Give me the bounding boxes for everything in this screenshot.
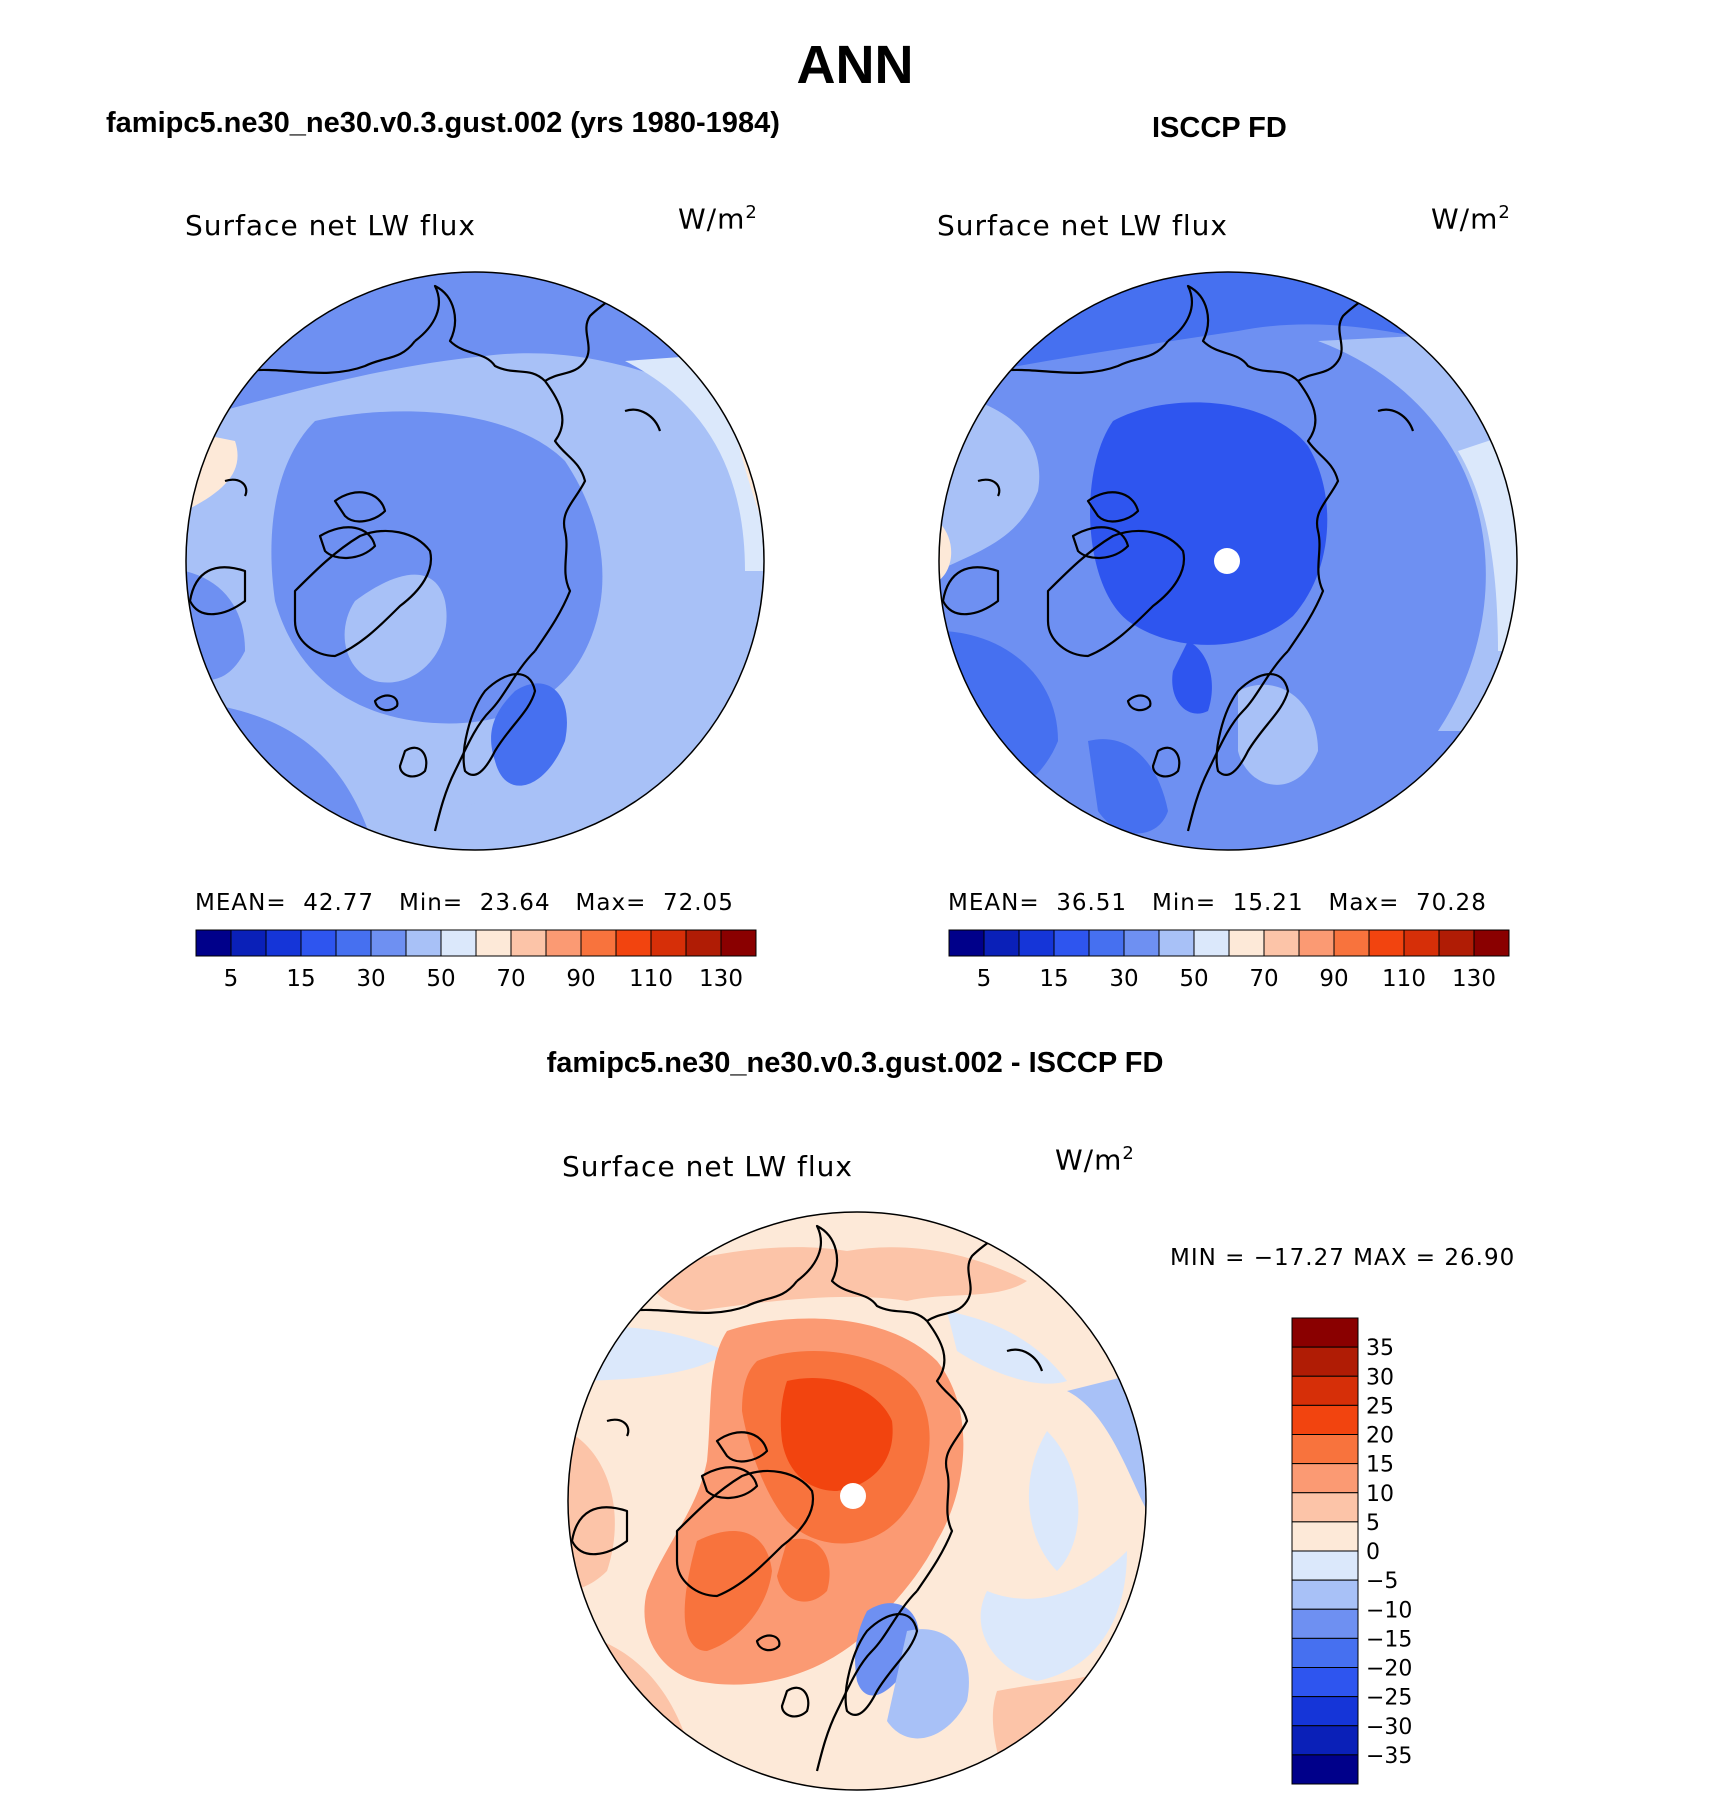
difference-colorbar-label: −10 xyxy=(1366,1598,1412,1623)
main-title: ANN xyxy=(796,35,914,95)
panel1-polar-map xyxy=(185,271,765,851)
panel1-colorbar-label: 70 xyxy=(496,966,525,992)
panel2-colorbar-box xyxy=(983,929,1020,957)
panel1-variable: Surface net LW flux xyxy=(185,209,476,242)
panel1-title: famipc5.ne30_ne30.v0.3.gust.002 (yrs 198… xyxy=(106,107,780,139)
difference-polar-map xyxy=(567,1211,1147,1791)
panel2-title: ISCCP FD xyxy=(1152,112,1287,144)
panel2-colorbar-label: 15 xyxy=(1039,966,1068,992)
difference-colorbar-box xyxy=(1291,1317,1359,1348)
panel2-colorbar-box xyxy=(1263,929,1300,957)
panel1-colorbar: 5 15 30 50 70 90 110 130 xyxy=(195,929,757,992)
difference-colorbar-box xyxy=(1291,1550,1359,1581)
difference-colorbar-label: 35 xyxy=(1366,1336,1394,1361)
difference-minmax: MIN = −17.27 MAX = 26.90 xyxy=(1170,1245,1516,1271)
panel2-colorbar-box xyxy=(1158,929,1195,957)
panel1-stats: MEAN= 42.77 Min= 23.64 Max= 72.05 xyxy=(195,890,734,916)
panel1-colorbar-box xyxy=(370,929,407,957)
difference-colorbar-box xyxy=(1291,1346,1359,1377)
panel2-colorbar-box xyxy=(1193,929,1230,957)
panel2-colorbar-box xyxy=(1123,929,1160,957)
panel2-colorbar-box xyxy=(1053,929,1090,957)
difference-colorbar-label: 30 xyxy=(1366,1365,1394,1390)
panel1-colorbar-box xyxy=(580,929,617,957)
panel2-colorbar-label: 5 xyxy=(977,966,992,992)
difference-colorbar: 35 30 25 20 15 10 5 0 −5 −10 −15 −20 −25 −30 −35 xyxy=(1291,1317,1412,1785)
panel1-colorbar-label: 30 xyxy=(356,966,385,992)
panel2-colorbar-box xyxy=(1018,929,1055,957)
panel1-colorbar-box xyxy=(300,929,337,957)
difference-colorbar-label: 5 xyxy=(1366,1511,1380,1536)
panel2-colorbar-box xyxy=(1368,929,1405,957)
panel1-colorbar-box xyxy=(195,929,232,957)
difference-colorbar-label: −35 xyxy=(1366,1744,1412,1769)
difference-colorbar-box xyxy=(1291,1637,1359,1668)
difference-colorbar-box xyxy=(1291,1696,1359,1727)
panel2-colorbar-box xyxy=(1473,929,1510,957)
difference-colorbar-label: −25 xyxy=(1366,1686,1412,1711)
difference-colorbar-box xyxy=(1291,1754,1359,1785)
panel1-colorbar-box xyxy=(440,929,477,957)
panel1-colorbar-label: 5 xyxy=(224,966,239,992)
panel1-colorbar-box xyxy=(615,929,652,957)
panel2-stats: MEAN= 36.51 Min= 15.21 Max= 70.28 xyxy=(948,890,1487,916)
difference-colorbar-box xyxy=(1291,1521,1359,1552)
panel1-colorbar-box xyxy=(230,929,267,957)
difference-colorbar-label: 10 xyxy=(1366,1482,1394,1507)
panel1-colorbar-box xyxy=(510,929,547,957)
panel2-colorbar-box xyxy=(1403,929,1440,957)
panel2-colorbar-box xyxy=(1228,929,1265,957)
difference-colorbar-label: 0 xyxy=(1366,1540,1380,1565)
panel1-colorbar-box xyxy=(405,929,442,957)
difference-colorbar-box xyxy=(1291,1667,1359,1698)
difference-colorbar-label: 20 xyxy=(1366,1424,1394,1449)
difference-colorbar-box xyxy=(1291,1434,1359,1465)
difference-colorbar-label: −15 xyxy=(1366,1627,1412,1652)
panel2-colorbar-label: 110 xyxy=(1382,966,1426,992)
difference-colorbar-box xyxy=(1291,1463,1359,1494)
panel1-colorbar-label: 15 xyxy=(286,966,315,992)
difference-colorbar-label: −20 xyxy=(1366,1657,1412,1682)
difference-colorbar-label: 15 xyxy=(1366,1453,1394,1478)
panel2-colorbar-label: 70 xyxy=(1249,966,1278,992)
panel2-variable: Surface net LW flux xyxy=(937,209,1228,242)
panel1-colorbar-box xyxy=(475,929,512,957)
difference-colorbar-box xyxy=(1291,1725,1359,1756)
panel2-polar-map xyxy=(938,271,1518,851)
difference-units: W/m2 xyxy=(1055,1143,1135,1177)
panel2-colorbar-box xyxy=(1438,929,1475,957)
panel2-colorbar-label: 130 xyxy=(1452,966,1496,992)
panel2-colorbar: 5 15 30 50 70 90 110 130 xyxy=(948,929,1510,992)
panel2-colorbar-label: 50 xyxy=(1179,966,1208,992)
difference-colorbar-label: −5 xyxy=(1366,1569,1398,1594)
difference-colorbar-box xyxy=(1291,1579,1359,1610)
panel1-colorbar-box xyxy=(265,929,302,957)
difference-colorbar-box xyxy=(1291,1492,1359,1523)
difference-colorbar-box xyxy=(1291,1404,1359,1435)
panel2-colorbar-box xyxy=(1088,929,1125,957)
panel1-colorbar-box xyxy=(720,929,757,957)
panel2-colorbar-box xyxy=(1298,929,1335,957)
panel1-units: W/m2 xyxy=(678,202,758,236)
panel1-colorbar-box xyxy=(685,929,722,957)
panel2-colorbar-label: 30 xyxy=(1109,966,1138,992)
panel2-colorbar-box xyxy=(948,929,985,957)
difference-variable: Surface net LW flux xyxy=(562,1150,853,1183)
panel1-colorbar-box xyxy=(335,929,372,957)
difference-colorbar-box xyxy=(1291,1608,1359,1639)
panel2-units: W/m2 xyxy=(1431,202,1511,236)
difference-colorbar-label: −30 xyxy=(1366,1715,1412,1740)
panel1-colorbar-box xyxy=(545,929,582,957)
panel1-colorbar-box xyxy=(650,929,687,957)
panel2-colorbar-box xyxy=(1333,929,1370,957)
panel1-colorbar-label: 90 xyxy=(566,966,595,992)
difference-colorbar-box xyxy=(1291,1375,1359,1406)
difference-colorbar-label: 25 xyxy=(1366,1394,1394,1419)
difference-title: famipc5.ne30_ne30.v0.3.gust.002 - ISCCP … xyxy=(546,1047,1164,1079)
panel1-colorbar-label: 130 xyxy=(699,966,743,992)
panel1-colorbar-label: 50 xyxy=(426,966,455,992)
panel1-colorbar-label: 110 xyxy=(629,966,673,992)
panel2-colorbar-label: 90 xyxy=(1319,966,1348,992)
